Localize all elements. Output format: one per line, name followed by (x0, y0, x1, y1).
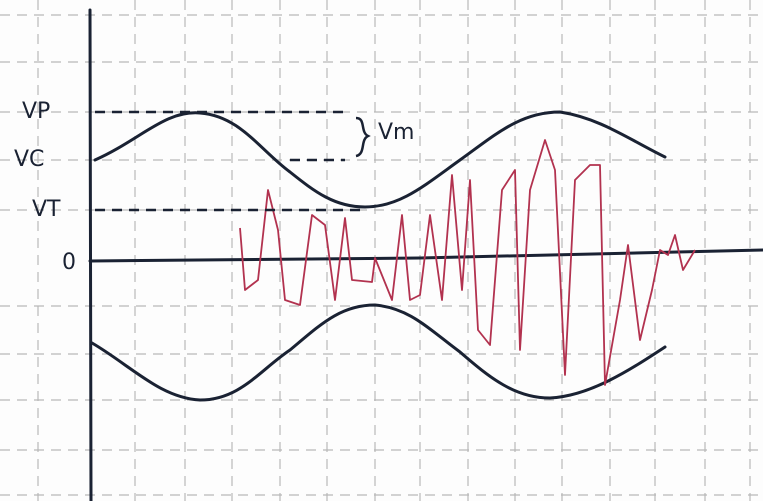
y-axis (88, 8, 93, 501)
vc-label: VC (14, 147, 44, 172)
lower-envelope (90, 303, 667, 402)
brace (355, 116, 371, 158)
modulated-signal (239, 139, 696, 386)
x-axis (88, 248, 763, 263)
vm-label: Vm (378, 120, 414, 145)
vt-label: VT (32, 197, 61, 222)
vp-label: VP (22, 99, 50, 124)
zero-label: 0 (62, 250, 76, 275)
